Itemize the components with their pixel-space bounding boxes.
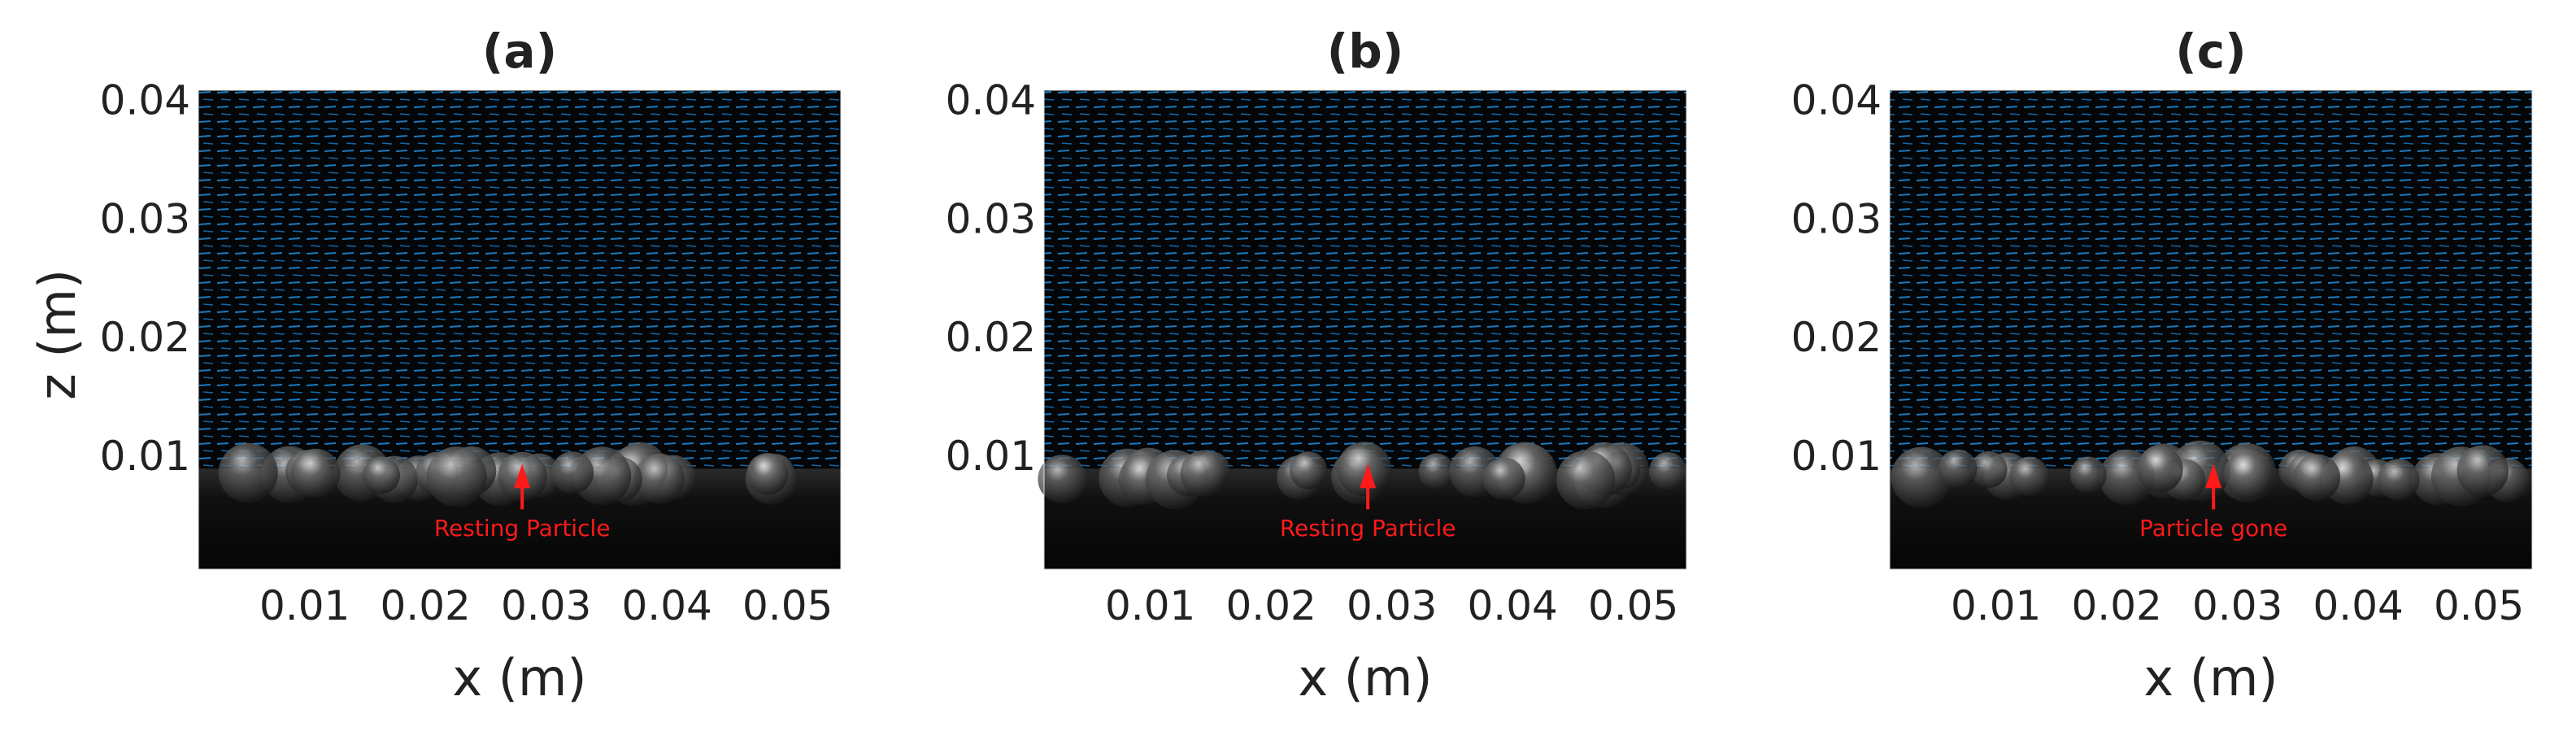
- particle: [1648, 452, 1687, 490]
- x-tick-label: 0.04: [622, 582, 712, 629]
- particle: [2136, 446, 2183, 493]
- velocity-vectors: [1890, 90, 2532, 474]
- annotation: Resting Particle: [1280, 515, 1456, 542]
- x-axis-label: x (m): [452, 648, 586, 707]
- x-tick-label: 0.01: [1105, 582, 1195, 629]
- annotation: Resting Particle: [434, 515, 611, 542]
- particle: [218, 442, 278, 503]
- x-tick-label: 0.03: [2192, 582, 2282, 629]
- particle: [290, 448, 341, 498]
- panel-title: (b): [1327, 24, 1404, 79]
- y-tick-label: 0.02: [1791, 314, 1882, 361]
- annotation-arrowhead: [2205, 464, 2222, 489]
- panel-title: (c): [2175, 24, 2246, 79]
- x-tick-label: 0.02: [1226, 582, 1316, 629]
- x-axis-label: x (m): [1298, 648, 1432, 707]
- x-tick-label: 0.03: [1347, 582, 1437, 629]
- particle: [1891, 446, 1952, 508]
- particle: [1482, 457, 1525, 500]
- axes-frame: [1043, 89, 1687, 570]
- y-tick-label: 0.03: [1791, 195, 1882, 242]
- particle: [1556, 451, 1616, 510]
- panel: (b) 0.01 0.02 0.03 0.04 0.05 0.01 0.02 0.03 0.04 x…: [946, 24, 1687, 707]
- velocity-vectors: [198, 90, 841, 474]
- panel: (c) 0.01 0.02 0.03 0.04 0.05 0.01 0.02 0.03 0.04 x…: [1791, 24, 2533, 707]
- y-tick-label: 0.03: [946, 195, 1036, 242]
- axes-frame: [198, 89, 842, 570]
- y-tick-label: 0.04: [946, 77, 1036, 124]
- x-tick-label: 0.01: [259, 582, 350, 629]
- particle: [2456, 445, 2509, 497]
- particle: [1038, 455, 1087, 503]
- x-tick-label: 0.02: [2072, 582, 2162, 629]
- particle: [2069, 456, 2107, 494]
- y-tick-label: 0.04: [1791, 77, 1882, 124]
- particle: [2293, 454, 2341, 501]
- particle: [1418, 453, 1455, 490]
- y-tick-label: 0.01: [1791, 433, 1882, 480]
- x-tick-label: 0.05: [1588, 582, 1678, 629]
- y-tick-label: 0.02: [946, 314, 1036, 361]
- particle: [1938, 449, 1978, 489]
- x-tick-label: 0.05: [742, 582, 833, 629]
- x-tick-label: 0.03: [501, 582, 591, 629]
- x-tick-label: 0.02: [381, 582, 471, 629]
- y-axis-label: z (m): [28, 269, 87, 400]
- x-axis-label: x (m): [2143, 648, 2278, 707]
- panel: (a) 0.01 0.02 0.03 0.04 0.05 0.01 0.02 0.03 0.04 x…: [28, 24, 842, 707]
- x-tick-label: 0.05: [2434, 582, 2524, 629]
- particle: [551, 451, 594, 494]
- y-tick-label: 0.04: [100, 77, 190, 124]
- x-tick-label: 0.04: [1468, 582, 1558, 629]
- particle: [746, 452, 789, 495]
- particle: [363, 456, 401, 494]
- particle: [426, 446, 487, 507]
- particle: [634, 453, 685, 504]
- axes-frame: [1889, 89, 2533, 570]
- y-tick-label: 0.01: [100, 433, 190, 480]
- particle: [1970, 451, 2008, 489]
- x-tick-label: 0.01: [1951, 582, 2041, 629]
- x-tick-label: 0.04: [2313, 582, 2404, 629]
- annotation-arrowhead: [1360, 464, 1377, 489]
- panel-title: (a): [482, 24, 557, 79]
- particle: [1180, 450, 1227, 497]
- particle: [2009, 456, 2049, 496]
- particle: [2378, 459, 2420, 501]
- particle: [1289, 451, 1328, 490]
- particle: [2223, 450, 2274, 499]
- y-tick-label: 0.03: [100, 195, 190, 242]
- y-tick-label: 0.02: [100, 314, 190, 361]
- annotation: Particle gone: [2139, 515, 2287, 542]
- particle: [1337, 442, 1392, 497]
- velocity-vectors: [1044, 90, 1686, 474]
- y-tick-label: 0.01: [946, 433, 1036, 480]
- annotation-arrowhead: [514, 464, 531, 489]
